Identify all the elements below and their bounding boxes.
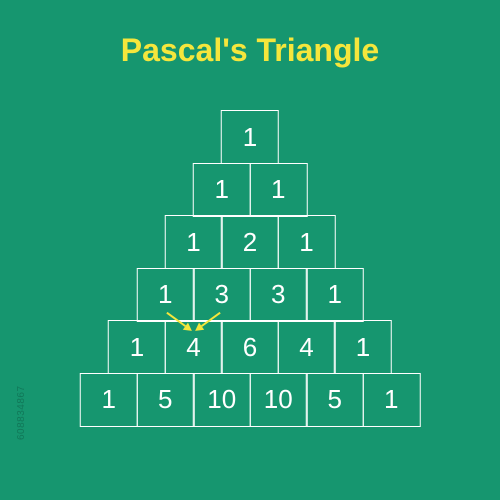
triangle-cell: 5 bbox=[306, 373, 364, 427]
triangle-row: 1 bbox=[80, 110, 421, 164]
triangle-row: 121 bbox=[80, 215, 421, 269]
triangle-row: 15101051 bbox=[80, 373, 421, 427]
triangle-row: 14641 bbox=[80, 320, 421, 374]
triangle-cell: 6 bbox=[221, 320, 279, 374]
triangle-row: 1331 bbox=[80, 268, 421, 322]
watermark: 608834867 bbox=[16, 385, 27, 440]
triangle-cell: 1 bbox=[136, 268, 194, 322]
triangle-cell: 1 bbox=[306, 268, 364, 322]
triangle-row: 11 bbox=[80, 163, 421, 217]
triangle-cell: 1 bbox=[165, 215, 223, 269]
diagram-title: Pascal's Triangle bbox=[0, 32, 500, 69]
triangle-cell: 10 bbox=[193, 373, 251, 427]
triangle-cell: 2 bbox=[221, 215, 279, 269]
triangle-cell: 1 bbox=[193, 163, 251, 217]
triangle-cell: 4 bbox=[278, 320, 336, 374]
triangle-cell: 1 bbox=[80, 373, 138, 427]
triangle-cell: 1 bbox=[362, 373, 420, 427]
triangle-cell: 1 bbox=[334, 320, 392, 374]
triangle-cell: 1 bbox=[108, 320, 166, 374]
triangle-cell: 5 bbox=[136, 373, 194, 427]
triangle-cell: 4 bbox=[165, 320, 223, 374]
pascals-triangle: 11112113311464115101051 bbox=[80, 110, 421, 427]
canvas: Pascal's Triangle 1111211331146411510105… bbox=[0, 0, 500, 500]
triangle-cell: 3 bbox=[193, 268, 251, 322]
triangle-cell: 1 bbox=[278, 215, 336, 269]
triangle-cell: 3 bbox=[249, 268, 307, 322]
triangle-cell: 1 bbox=[249, 163, 307, 217]
triangle-cell: 10 bbox=[249, 373, 307, 427]
triangle-cell: 1 bbox=[221, 110, 279, 164]
